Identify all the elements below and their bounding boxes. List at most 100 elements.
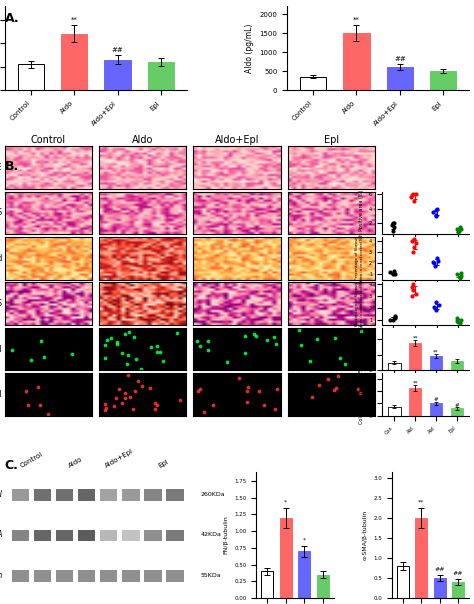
Point — [432, 205, 440, 215]
Bar — [122, 530, 139, 541]
Bar — [122, 489, 139, 501]
Point — [272, 404, 279, 414]
Bar — [415, 518, 428, 598]
Bar — [148, 62, 174, 90]
Text: **: ** — [433, 350, 439, 355]
Point — [412, 239, 420, 248]
Point — [260, 400, 268, 410]
Bar — [344, 33, 370, 90]
Point — [453, 316, 461, 326]
Bar — [78, 530, 95, 541]
Point — [457, 315, 465, 324]
Point — [271, 332, 278, 342]
Point — [138, 382, 146, 391]
Bar — [452, 582, 464, 598]
Point — [412, 189, 420, 199]
Point — [433, 253, 440, 263]
Point — [410, 242, 418, 251]
Bar — [11, 489, 29, 501]
Point — [8, 345, 15, 355]
Y-axis label: FN/β-tubulin: FN/β-tubulin — [224, 515, 229, 554]
Bar — [166, 489, 184, 501]
Point — [101, 340, 109, 350]
Point — [456, 272, 464, 281]
Y-axis label: FN positive area(%): FN positive area(%) — [358, 325, 364, 373]
Point — [118, 349, 126, 358]
Point — [389, 220, 396, 230]
Bar — [317, 574, 328, 598]
Point — [245, 382, 252, 392]
Text: #: # — [455, 403, 459, 408]
Text: 260KDa: 260KDa — [200, 492, 225, 497]
Text: α-SMA: α-SMA — [0, 530, 3, 539]
Bar — [409, 343, 421, 370]
Y-axis label: MTS: MTS — [0, 299, 2, 308]
Bar — [434, 578, 446, 598]
Point — [264, 336, 271, 345]
Point — [324, 374, 331, 384]
Point — [457, 224, 465, 234]
Point — [110, 402, 118, 411]
Point — [389, 226, 397, 236]
Point — [44, 410, 52, 419]
Point — [390, 268, 398, 278]
Point — [197, 341, 204, 351]
Bar — [298, 551, 310, 598]
Point — [410, 189, 417, 199]
Bar — [388, 362, 401, 370]
Point — [435, 301, 443, 310]
Point — [250, 329, 258, 339]
Bar — [122, 570, 139, 582]
Bar — [430, 71, 456, 90]
Point — [386, 315, 393, 324]
Point — [196, 384, 204, 394]
Text: FN: FN — [0, 490, 3, 499]
Point — [156, 347, 164, 357]
Point — [453, 313, 460, 323]
Point — [297, 340, 305, 350]
Text: **: ** — [71, 18, 78, 23]
Point — [455, 317, 462, 327]
Point — [432, 210, 440, 219]
Point — [243, 397, 251, 406]
Bar — [388, 406, 401, 416]
Bar — [104, 60, 130, 90]
Point — [391, 219, 398, 228]
Point — [118, 398, 126, 408]
Point — [235, 373, 243, 383]
Point — [355, 384, 362, 394]
Point — [412, 289, 420, 298]
Point — [255, 386, 263, 396]
Point — [131, 387, 139, 396]
Y-axis label: α-SMA/β-tubulin: α-SMA/β-tubulin — [363, 510, 368, 560]
Bar — [56, 570, 73, 582]
Point — [433, 204, 441, 213]
Point — [341, 359, 349, 368]
Point — [390, 222, 397, 232]
Title: Epl: Epl — [324, 135, 339, 146]
Point — [333, 384, 340, 393]
Bar — [100, 570, 118, 582]
Title: Aldo: Aldo — [132, 135, 154, 146]
Bar — [430, 356, 442, 370]
Text: **: ** — [412, 335, 418, 341]
Y-axis label: PAS: PAS — [0, 208, 2, 217]
Point — [113, 339, 121, 349]
Bar — [34, 570, 51, 582]
Text: Aldo: Aldo — [67, 456, 84, 469]
Text: ##: ## — [394, 56, 406, 62]
Point — [154, 341, 161, 350]
Point — [159, 356, 167, 365]
Bar — [300, 77, 326, 90]
Point — [429, 257, 437, 267]
Point — [101, 399, 109, 408]
Point — [432, 211, 440, 221]
Point — [134, 376, 142, 386]
Point — [308, 392, 316, 402]
Bar — [61, 34, 87, 90]
Bar — [34, 489, 51, 501]
Point — [27, 355, 35, 365]
Title: Control: Control — [31, 135, 66, 146]
Point — [456, 318, 464, 328]
Point — [241, 331, 249, 341]
